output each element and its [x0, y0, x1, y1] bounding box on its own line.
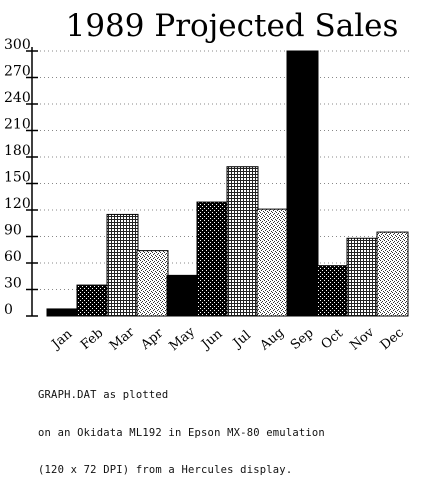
- chart-canvas: 0 30 60 90 120 150 180 210 240 270 300 Jan Feb Mar Ap…: [4, 8, 410, 354]
- x-tick-label-aug: Aug: [257, 325, 287, 354]
- bar-nov: [346, 237, 379, 317]
- y-tick-label: 300: [4, 37, 31, 53]
- x-tick-label-oct: Oct: [319, 326, 347, 353]
- y-tick-label: 270: [4, 64, 31, 80]
- bar-feb: [76, 284, 109, 317]
- x-tick-label-mar: Mar: [107, 324, 138, 354]
- x-tick-label-jul: Jul: [229, 328, 254, 352]
- x-tick-label-feb: Feb: [78, 326, 106, 353]
- x-tick-label-may: May: [167, 324, 199, 354]
- bar-sep: [286, 50, 319, 317]
- y-tick-label: 0: [4, 302, 13, 318]
- caption: GRAPH.DAT as plotted on an Okidata ML192…: [38, 364, 418, 502]
- bar-apr: [136, 250, 169, 317]
- x-tick-label-nov: Nov: [347, 325, 377, 354]
- y-tick-label: 180: [4, 143, 31, 159]
- y-tick-label: 120: [4, 196, 31, 212]
- bar-jan: [46, 308, 79, 317]
- y-tick-label: 210: [4, 117, 31, 133]
- y-tick-label: 150: [4, 170, 31, 186]
- chart: 0 30 60 90 120 150 180 210 240 270 300 Jan Feb Mar Ap…: [4, 8, 410, 476]
- bar-mar: [106, 213, 139, 317]
- bar-may: [166, 274, 199, 317]
- chart-title: 1989 Projected Sales: [66, 8, 399, 44]
- bar-jul: [226, 166, 259, 317]
- x-tick-label-sep: Sep: [288, 326, 317, 354]
- x-tick-label-jan: Jan: [48, 326, 76, 353]
- y-tick-label: 30: [4, 276, 22, 292]
- y-axis: 0 30 60 90 120 150 180 210 240 270 300: [4, 37, 38, 318]
- y-tick-label: 90: [4, 223, 22, 239]
- bar-oct: [316, 265, 349, 317]
- bars: [46, 50, 409, 317]
- bar-dec: [376, 231, 409, 317]
- caption-line-1: GRAPH.DAT as plotted: [38, 389, 169, 401]
- bar-jun: [196, 201, 229, 317]
- x-tick-label-apr: Apr: [137, 325, 166, 353]
- caption-line-3: (120 x 72 DPI) from a Hercules display.: [38, 464, 293, 476]
- x-axis-labels: Jan Feb Mar Apr May Jun Jul Aug Sep Oct Nov Dec: [48, 324, 407, 354]
- y-tick-label: 60: [4, 249, 22, 265]
- x-tick-label-dec: Dec: [378, 325, 407, 353]
- y-tick-label: 240: [4, 90, 31, 106]
- caption-line-2: on an Okidata ML192 in Epson MX-80 emula…: [38, 426, 325, 439]
- bar-aug: [256, 208, 289, 317]
- x-tick-label-jun: Jun: [197, 326, 225, 353]
